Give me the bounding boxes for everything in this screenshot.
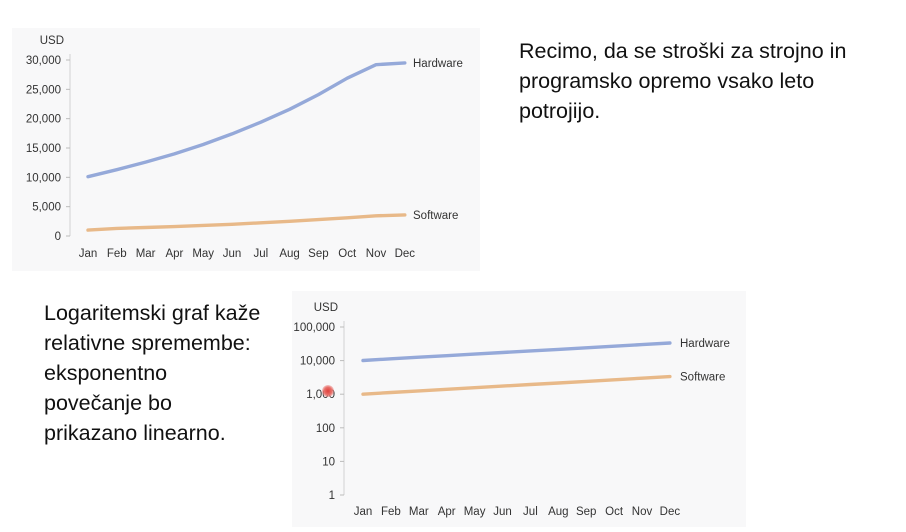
chart-0-series-software-label: Software [413,210,458,222]
chart-1-x-tick-label: Oct [605,506,624,518]
chart-0-y-tick-label: 30,000 [26,55,61,67]
chart-0-x-tick-label: Jul [253,248,268,260]
chart-1-x-tick-label: Mar [409,506,429,518]
chart-0-x-tick-label: Mar [136,248,156,260]
chart-0-series-software-line [86,213,407,232]
chart-1-series-software-label: Software [680,372,725,384]
chart-0-y-tick-label: 15,000 [26,143,61,155]
chart-0-y-tick-label: 20,000 [26,114,61,126]
chart-1-y-tick-label: 100,000 [293,322,335,334]
chart-1-series-software-line [361,374,672,396]
chart-0-x-tick-label: Dec [395,248,416,260]
chart-1-x-tick-label: Sep [576,506,596,518]
chart-1-y-axis-label: USD [314,302,338,314]
chart-1-series-hardware-label: Hardware [680,338,730,350]
chart-1-x-tick-label: Feb [381,506,401,518]
chart-1-x-tick-label: Jan [354,506,373,518]
chart-1-x-tick-label: Nov [632,506,653,518]
chart-0-series-hardware-label: Hardware [413,58,463,70]
chart-1-x-tick-label: Jun [493,506,512,518]
log-chart-panel [292,291,746,527]
chart-0-y-tick-label: 10,000 [26,172,61,184]
caption-bottom: Logaritemski graf kaže relativne spremem… [44,301,261,445]
chart-0-x-tick-label: May [192,248,214,260]
chart-1-y-tick-label: 100 [316,423,335,435]
chart-1-x-tick-label: Jul [523,506,538,518]
chart-1-y-tick-label: 1 [329,490,335,502]
caption-top: Recimo, da se stroški za strojno in prog… [519,39,847,123]
chart-1-x-tick-label: May [464,506,486,518]
chart-1-series-hardware-line [361,341,672,363]
chart-0-y-axis-label: USD [40,35,64,47]
chart-0-x-tick-label: Apr [165,248,183,260]
chart-0-x-tick-label: Aug [279,248,299,260]
chart-0-x-tick-label: Nov [366,248,387,260]
chart-0-x-tick-label: Sep [308,248,328,260]
chart-1-y-tick-label: 10 [322,456,335,468]
chart-0-x-tick-label: Feb [107,248,127,260]
chart-0-x-tick-label: Jun [223,248,242,260]
chart-0-y-tick-label: 0 [55,231,61,243]
chart-1-y-tick-label: 10,000 [300,356,335,368]
chart-1-x-tick-label: Apr [438,506,456,518]
pointer-dot [322,385,334,397]
chart-1-x-tick-label: Dec [660,506,681,518]
chart-0-x-tick-label: Jan [79,248,98,260]
chart-1-x-tick-label: Aug [548,506,568,518]
chart-0-y-tick-label: 25,000 [26,84,61,96]
chart-0-series-hardware-line [86,61,407,179]
chart-0-y-tick-label: 5,000 [32,202,61,214]
chart-0-x-tick-label: Oct [338,248,357,260]
